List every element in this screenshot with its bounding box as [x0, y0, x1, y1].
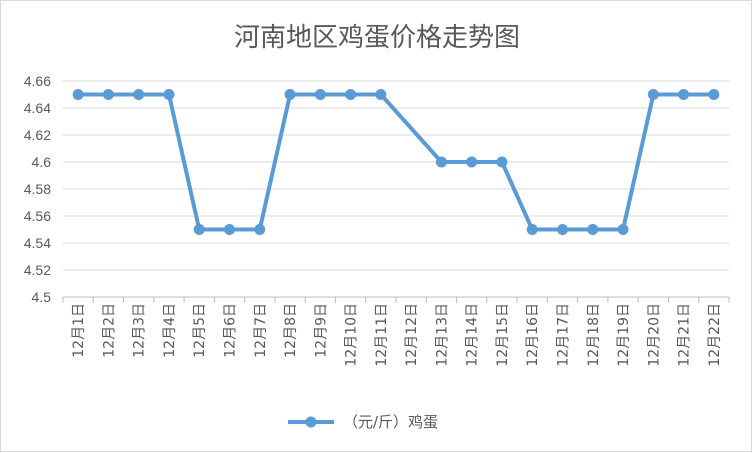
data-point-3 — [163, 89, 175, 100]
data-point-16 — [557, 224, 568, 235]
data-point-19 — [647, 89, 659, 100]
x-tick-label-10: 12月11日 — [374, 303, 390, 367]
data-point-1 — [102, 89, 114, 100]
y-tick-label-4: 4.58 — [24, 181, 51, 197]
x-axis — [62, 296, 730, 303]
x-tick-label-9: 12月10日 — [344, 303, 360, 367]
x-tick-label-13: 12月14日 — [465, 303, 481, 367]
x-tick-label-7: 12月8日 — [283, 303, 299, 358]
data-point-18 — [617, 224, 629, 235]
x-tick-label-18: 12月19日 — [616, 303, 632, 367]
chart-title: 河南地区鸡蛋价格走势图 — [234, 23, 520, 53]
x-tick-label-2: 12月3日 — [132, 303, 148, 358]
y-axis-ticks: 4.5 4.52 4.54 4.56 4.58 4.6 4.62 4.64 4.66 — [24, 73, 51, 305]
data-point-9 — [345, 89, 357, 100]
x-tick-label-1: 12月2日 — [101, 303, 117, 358]
x-axis-ticks: 12月1日 12月2日 12月3日 12月4日 12月5日 12月6日 12月7日 12月8日… — [71, 303, 723, 367]
data-point-14 — [496, 156, 508, 168]
x-tick-label-8: 12月9日 — [313, 303, 329, 358]
x-tick-label-6: 12月7日 — [253, 303, 269, 358]
y-tick-label-5: 4.6 — [32, 154, 52, 170]
legend: （元/斤）鸡蛋 — [288, 413, 438, 431]
data-point-5 — [224, 224, 235, 235]
data-point-4 — [193, 224, 205, 235]
x-tick-label-16: 12月17日 — [556, 303, 572, 367]
legend-label: （元/斤）鸡蛋 — [343, 413, 438, 431]
data-point-8 — [314, 89, 326, 100]
x-tick-label-0: 12月1日 — [71, 303, 87, 358]
x-tick-label-15: 12月16日 — [525, 303, 541, 367]
x-tick-label-21: 12月22日 — [707, 303, 723, 367]
x-tick-label-12: 12月13日 — [434, 303, 450, 367]
data-point-21 — [708, 89, 720, 100]
y-tick-label-0: 4.5 — [32, 289, 52, 305]
y-tick-label-7: 4.64 — [24, 100, 51, 116]
data-point-20 — [678, 89, 690, 100]
x-tick-label-17: 12月18日 — [586, 303, 602, 367]
y-tick-label-2: 4.54 — [24, 235, 51, 251]
data-point-15 — [526, 224, 538, 235]
x-tick-label-20: 12月21日 — [677, 303, 693, 367]
x-tick-label-5: 12月6日 — [223, 303, 239, 358]
y-tick-label-6: 4.62 — [24, 127, 51, 143]
y-tick-label-8: 4.66 — [24, 73, 51, 89]
x-tick-label-14: 12月15日 — [495, 303, 511, 367]
data-point-13 — [466, 156, 478, 168]
series-layer — [72, 89, 720, 235]
legend-dot-marker — [305, 416, 317, 428]
data-point-0 — [72, 89, 84, 100]
x-tick-label-4: 12月5日 — [192, 303, 208, 358]
data-point-6 — [254, 224, 266, 235]
data-point-7 — [284, 89, 296, 100]
data-point-17 — [587, 224, 599, 235]
y-tick-label-1: 4.52 — [24, 262, 51, 278]
data-point-12 — [435, 156, 447, 168]
x-tick-label-19: 12月20日 — [646, 303, 662, 367]
x-tick-label-11: 12月12日 — [404, 303, 420, 367]
y-tick-label-3: 4.56 — [24, 208, 51, 224]
data-point-2 — [133, 89, 145, 100]
x-tick-label-3: 12月4日 — [162, 303, 178, 358]
data-point-10 — [375, 89, 387, 100]
